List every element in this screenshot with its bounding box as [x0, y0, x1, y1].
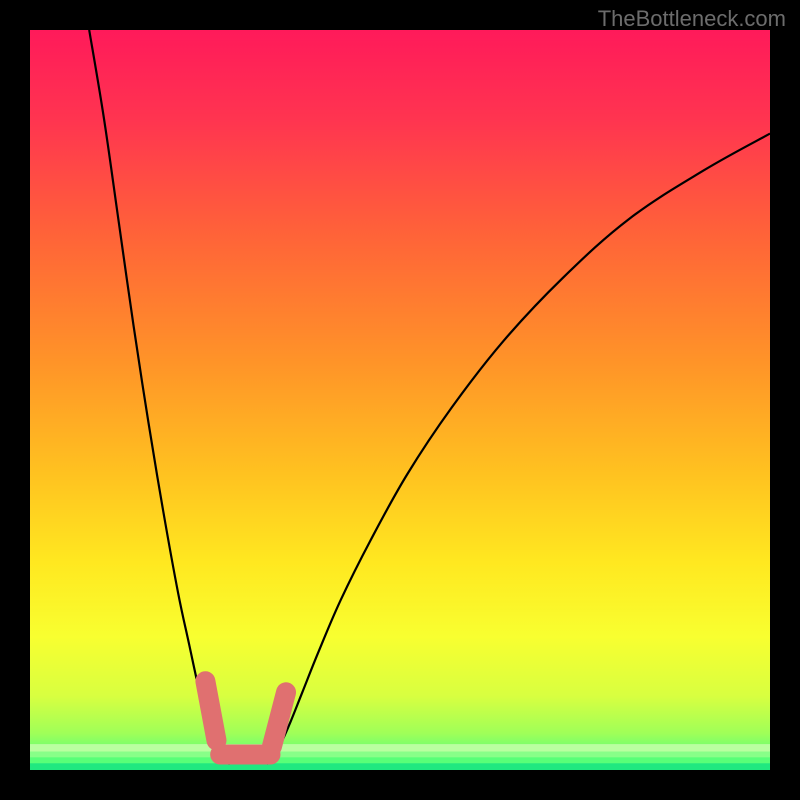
bottom-band: [30, 744, 770, 751]
chart-frame: TheBottleneck.com: [0, 0, 800, 800]
bottom-band: [30, 752, 770, 758]
watermark-text: TheBottleneck.com: [598, 6, 786, 32]
bottom-band: [30, 763, 770, 770]
plot-overlay: [30, 30, 770, 770]
highlight-segment: [205, 681, 216, 740]
bottom-band: [30, 757, 770, 763]
curve-right-branch: [267, 134, 770, 764]
curve-left-branch: [89, 30, 230, 764]
highlight-segment: [272, 692, 286, 746]
plot-area: [30, 30, 770, 770]
